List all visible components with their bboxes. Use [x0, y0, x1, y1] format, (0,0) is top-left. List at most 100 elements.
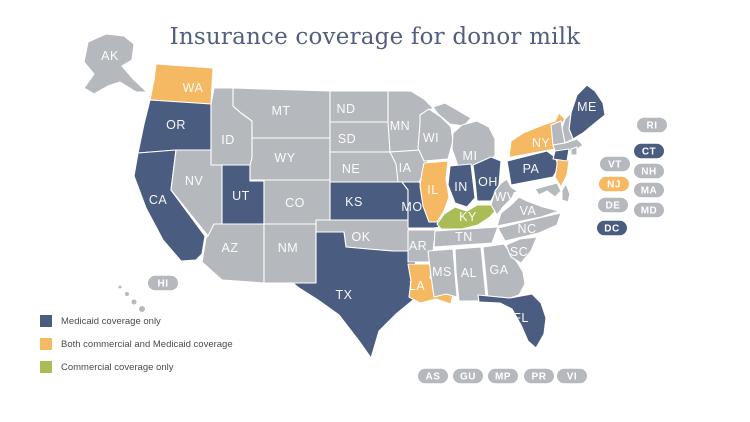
pill-label-vi: VI	[567, 372, 577, 383]
state-label-nv: NV	[185, 174, 204, 188]
state-fl	[477, 293, 547, 349]
legend-label-both: Both commercial and Medicaid coverage	[61, 338, 233, 350]
state-label-ky: KY	[459, 210, 477, 224]
legend-swatch-medicaid	[40, 315, 52, 327]
pill-shape-hi	[148, 275, 178, 291]
state-label-ms: MS	[432, 265, 452, 279]
pill-shape-ma	[634, 182, 664, 198]
pill-label-md: MD	[641, 206, 658, 217]
legend-label-commercial: Commercial coverage only	[61, 361, 174, 373]
state-label-me: ME	[577, 100, 597, 114]
pill-label-ct: CT	[642, 147, 656, 158]
pill-md: MD	[634, 202, 664, 218]
state-label-wa: WA	[183, 81, 204, 95]
state-md	[534, 182, 562, 198]
pill-shape-mp	[488, 368, 518, 384]
state-tn	[433, 226, 499, 248]
state-label-ut: UT	[232, 189, 250, 203]
hawaii-island-3	[131, 299, 137, 305]
hawaii-island-1	[118, 285, 122, 289]
state-label-tx: TX	[336, 288, 353, 302]
state-label-la: LA	[409, 279, 425, 293]
state-me	[568, 84, 606, 140]
pill-label-nj: NJ	[607, 180, 621, 191]
state-in	[447, 163, 476, 208]
state-label-sd: SD	[338, 132, 356, 146]
state-label-tn: TN	[455, 230, 473, 244]
pill-hi: HI	[148, 275, 178, 291]
state-ks	[329, 181, 409, 221]
state-ri	[570, 146, 578, 156]
hawaii-island-4	[139, 306, 145, 312]
state-label-in: IN	[454, 180, 468, 194]
state-label-ne: NE	[342, 162, 360, 176]
pill-dc: DC	[597, 220, 627, 236]
state-label-fl: FL	[513, 311, 529, 325]
state-mi	[432, 102, 472, 127]
state-label-va: VA	[520, 204, 537, 218]
pill-shape-nj	[599, 176, 629, 192]
pill-nj: NJ	[599, 176, 629, 192]
pill-mp: MP	[488, 368, 518, 384]
pill-shape-nh	[634, 163, 664, 179]
pill-label-nh: NH	[641, 167, 656, 178]
state-label-id: ID	[221, 133, 235, 147]
state-ms	[427, 248, 458, 298]
pill-shape-as	[418, 368, 448, 384]
pill-shape-gu	[453, 368, 483, 384]
hawaii-island-2	[125, 292, 129, 296]
pill-shape-ri	[637, 117, 667, 133]
state-vt	[550, 120, 566, 146]
state-label-ks: KS	[345, 195, 363, 209]
legend-item-medicaid: Medicaid coverage only	[40, 315, 233, 327]
state-label-mo: MO	[401, 200, 422, 214]
pill-shape-de	[598, 197, 628, 213]
state-label-pa: PA	[523, 162, 540, 176]
legend-item-commercial: Commercial coverage only	[40, 361, 233, 373]
state-de	[561, 183, 571, 203]
state-label-ny: NY	[532, 136, 551, 150]
pill-shape-vt	[600, 156, 630, 172]
state-ne	[329, 151, 403, 183]
pill-ct: CT	[634, 143, 664, 159]
state-label-sc: SC	[510, 245, 528, 259]
pill-shape-dc	[597, 220, 627, 236]
state-label-ak: AK	[101, 49, 119, 63]
state-va	[496, 196, 560, 227]
state-ct	[552, 148, 570, 162]
legend-label-medicaid: Medicaid coverage only	[61, 315, 161, 327]
state-label-mn: MN	[390, 119, 410, 133]
pill-label-mp: MP	[495, 372, 511, 383]
state-label-ga: GA	[489, 263, 508, 277]
state-label-nd: ND	[336, 102, 355, 116]
pill-label-ma: MA	[641, 186, 658, 197]
pill-as: AS	[418, 368, 448, 384]
state-label-ia: IA	[399, 161, 412, 175]
legend-swatch-commercial	[40, 361, 52, 373]
state-label-or: OR	[166, 118, 186, 132]
pill-label-as: AS	[426, 372, 441, 383]
pill-shape-vi	[557, 368, 587, 384]
state-label-mt: MT	[271, 104, 290, 118]
state-wv	[490, 178, 518, 216]
state-label-oh: OH	[478, 175, 498, 189]
pill-shape-md	[634, 202, 664, 218]
pill-shape-pr	[524, 368, 554, 384]
legend: Medicaid coverage only Both commercial a…	[40, 315, 233, 384]
state-wi	[417, 108, 454, 162]
state-wa	[149, 63, 214, 105]
state-label-ar: AR	[409, 239, 427, 253]
pill-shape-ct	[634, 143, 664, 159]
page-title: Insurance coverage for donor milk	[169, 24, 581, 50]
state-sc	[505, 236, 538, 264]
state-tx	[292, 231, 430, 359]
state-il	[419, 160, 450, 223]
state-label-nc: NC	[517, 222, 536, 236]
state-label-ok: OK	[351, 230, 370, 244]
state-label-wi: WI	[423, 131, 439, 145]
pill-de: DE	[598, 197, 628, 213]
legend-swatch-both	[40, 338, 52, 350]
pill-label-pr: PR	[532, 372, 547, 383]
pill-gu: GU	[453, 368, 483, 384]
